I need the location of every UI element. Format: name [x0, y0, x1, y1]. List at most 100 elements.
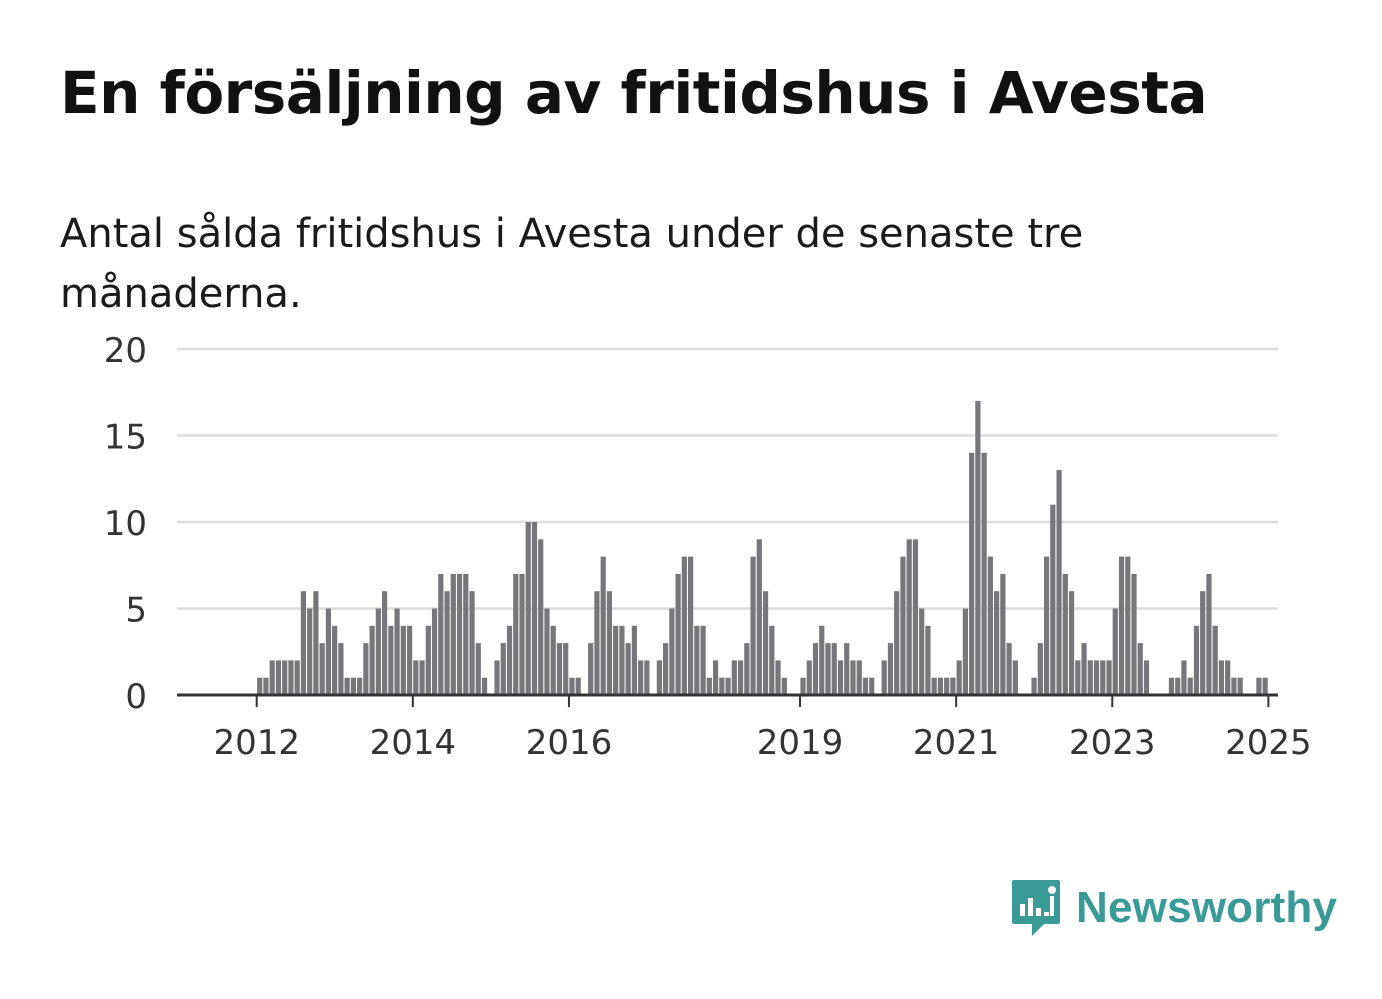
bar [669, 608, 675, 695]
x-tick-label: 2014 [370, 723, 457, 763]
bar [1012, 660, 1018, 695]
bar [425, 625, 431, 695]
bar [1093, 660, 1100, 695]
bar [825, 643, 831, 695]
bar [313, 591, 319, 695]
brand-name: Newsworthy [1076, 883, 1338, 932]
bar [575, 677, 581, 695]
bar [494, 660, 500, 695]
bar [1206, 573, 1212, 695]
bar [525, 522, 531, 695]
bar [1062, 573, 1068, 695]
bar [456, 573, 463, 695]
bar [419, 660, 425, 695]
bar [406, 625, 413, 695]
bar [862, 677, 869, 695]
bar [431, 608, 438, 695]
bar [600, 556, 606, 695]
bar [319, 643, 325, 695]
y-axis-tick-labels: 0 5 10 15 20 [104, 331, 147, 717]
bar [1068, 591, 1075, 695]
chart-subtitle: Antal sålda fritidshus i Avesta under de… [60, 211, 1084, 317]
x-axis-tick-labels: 2012 2014 2016 2019 2021 2023 2025 [213, 723, 1311, 763]
bar [550, 625, 556, 695]
x-tick-label: 2023 [1069, 723, 1156, 763]
bar [1056, 470, 1062, 695]
bar [1043, 556, 1050, 695]
bar [725, 677, 731, 695]
bar [694, 625, 700, 695]
bar [1050, 504, 1056, 695]
bar [263, 677, 269, 695]
x-tick-label: 2016 [526, 723, 613, 763]
bar [500, 643, 506, 695]
bar [569, 677, 575, 695]
bar [1131, 573, 1137, 695]
bar [556, 643, 563, 695]
bar [469, 591, 475, 695]
bar [538, 539, 544, 695]
y-tick-label: 20 [104, 331, 147, 371]
bar [1200, 591, 1206, 695]
bar [394, 608, 400, 695]
bar [638, 660, 644, 695]
bar [1175, 677, 1181, 695]
data-label: 1 [1285, 0, 1307, 9]
bar [481, 677, 488, 695]
bar [681, 556, 687, 695]
bar [688, 556, 694, 695]
bar [1081, 643, 1087, 695]
bar [594, 591, 600, 695]
bar [856, 660, 862, 695]
bar [1193, 625, 1200, 695]
bar [700, 625, 706, 695]
bar [762, 591, 769, 695]
bar [744, 643, 750, 695]
bar [413, 660, 419, 695]
bar [1143, 660, 1150, 695]
bar [382, 591, 388, 695]
bar [644, 660, 650, 695]
x-axis [177, 693, 1278, 707]
bar [937, 677, 944, 695]
bar [837, 660, 844, 695]
bar [369, 625, 375, 695]
bar [338, 643, 344, 695]
bar [1125, 556, 1131, 695]
bar [563, 643, 569, 695]
bar [1168, 677, 1175, 695]
bar [869, 677, 875, 695]
bar [906, 539, 912, 695]
bar [1118, 556, 1125, 695]
bar [969, 452, 975, 695]
bar [850, 660, 856, 695]
bar [675, 573, 681, 695]
bar [625, 643, 631, 695]
y-tick-label: 0 [125, 677, 147, 717]
bar [531, 522, 538, 695]
bar [975, 400, 981, 695]
bar [269, 660, 275, 695]
bar [332, 625, 338, 695]
x-tick-label: 2012 [213, 723, 300, 763]
bar [819, 625, 825, 695]
bar [806, 660, 812, 695]
bar [1100, 660, 1106, 695]
bar [506, 625, 513, 695]
bar [775, 660, 781, 695]
bar [881, 660, 887, 695]
bar [1112, 608, 1118, 695]
bar [887, 643, 894, 695]
bar [350, 677, 356, 695]
bar [288, 660, 294, 695]
bar [257, 677, 263, 695]
x-tick-label: 2019 [757, 723, 844, 763]
bar [1137, 643, 1143, 695]
bar [912, 539, 919, 695]
bar [375, 608, 381, 695]
bar [1106, 660, 1112, 695]
bar [831, 643, 837, 695]
bar [282, 660, 288, 695]
bar [619, 625, 625, 695]
bar [388, 625, 394, 695]
